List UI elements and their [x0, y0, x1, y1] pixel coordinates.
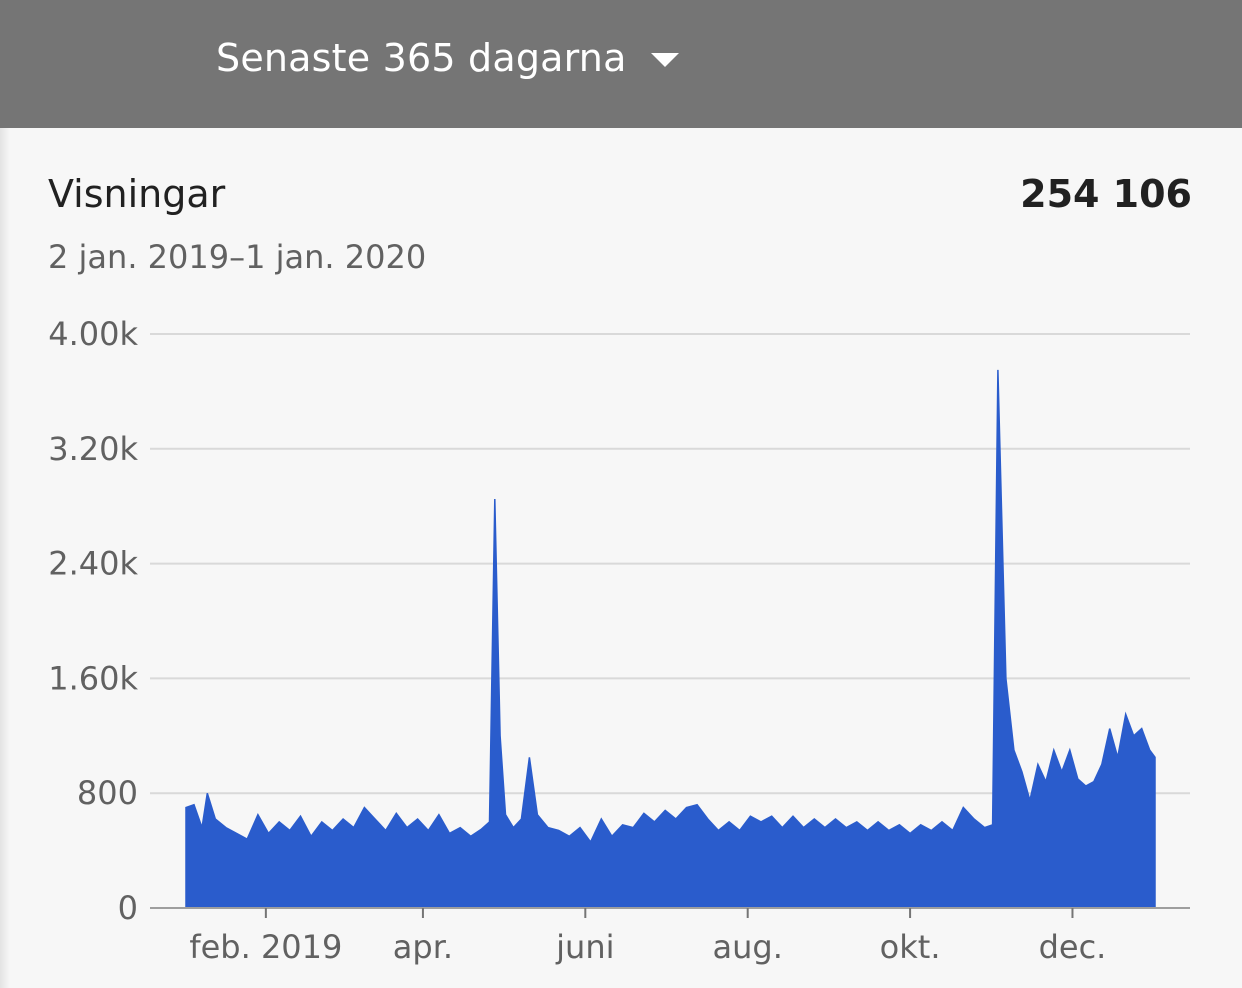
edge-shadow — [0, 128, 10, 988]
period-dropdown[interactable]: Senaste 365 dagarna — [216, 30, 679, 86]
x-tick-label: apr. — [393, 928, 453, 966]
x-tick-label: okt. — [880, 928, 941, 966]
views-area-series — [185, 369, 1156, 909]
y-tick-label: 3.20k — [48, 430, 138, 468]
gridlines — [150, 333, 1190, 795]
y-axis-ticks: 0 800 1.60k 2.40k 3.20k 4.00k — [48, 315, 138, 927]
x-axis-ticks: feb. 2019 apr. juni aug. okt. dec. — [189, 908, 1106, 966]
views-area — [185, 369, 1156, 909]
date-range: 2 jan. 2019–1 jan. 2020 — [48, 238, 427, 276]
caret-down-icon — [650, 53, 679, 67]
y-tick-label: 1.60k — [48, 659, 138, 697]
period-label: Senaste 365 dagarna — [216, 36, 627, 80]
x-tick-label: dec. — [1039, 928, 1107, 966]
metric-total: 254 106 — [1020, 172, 1192, 216]
y-tick-label: 0 — [118, 889, 138, 927]
x-tick-label: feb. 2019 — [189, 928, 342, 966]
y-tick-label: 2.40k — [48, 545, 138, 583]
x-tick-label: aug. — [713, 928, 783, 966]
y-tick-label: 4.00k — [48, 315, 138, 353]
metric-name: Visningar — [48, 172, 226, 216]
x-tick-label: juni — [555, 928, 614, 966]
top-bar: Senaste 365 dagarna — [0, 0, 1242, 128]
y-tick-label: 800 — [77, 774, 138, 812]
